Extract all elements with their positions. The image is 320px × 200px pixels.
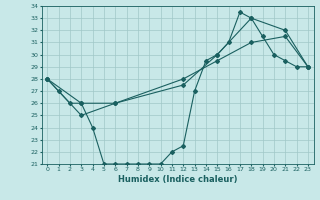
X-axis label: Humidex (Indice chaleur): Humidex (Indice chaleur) [118,175,237,184]
